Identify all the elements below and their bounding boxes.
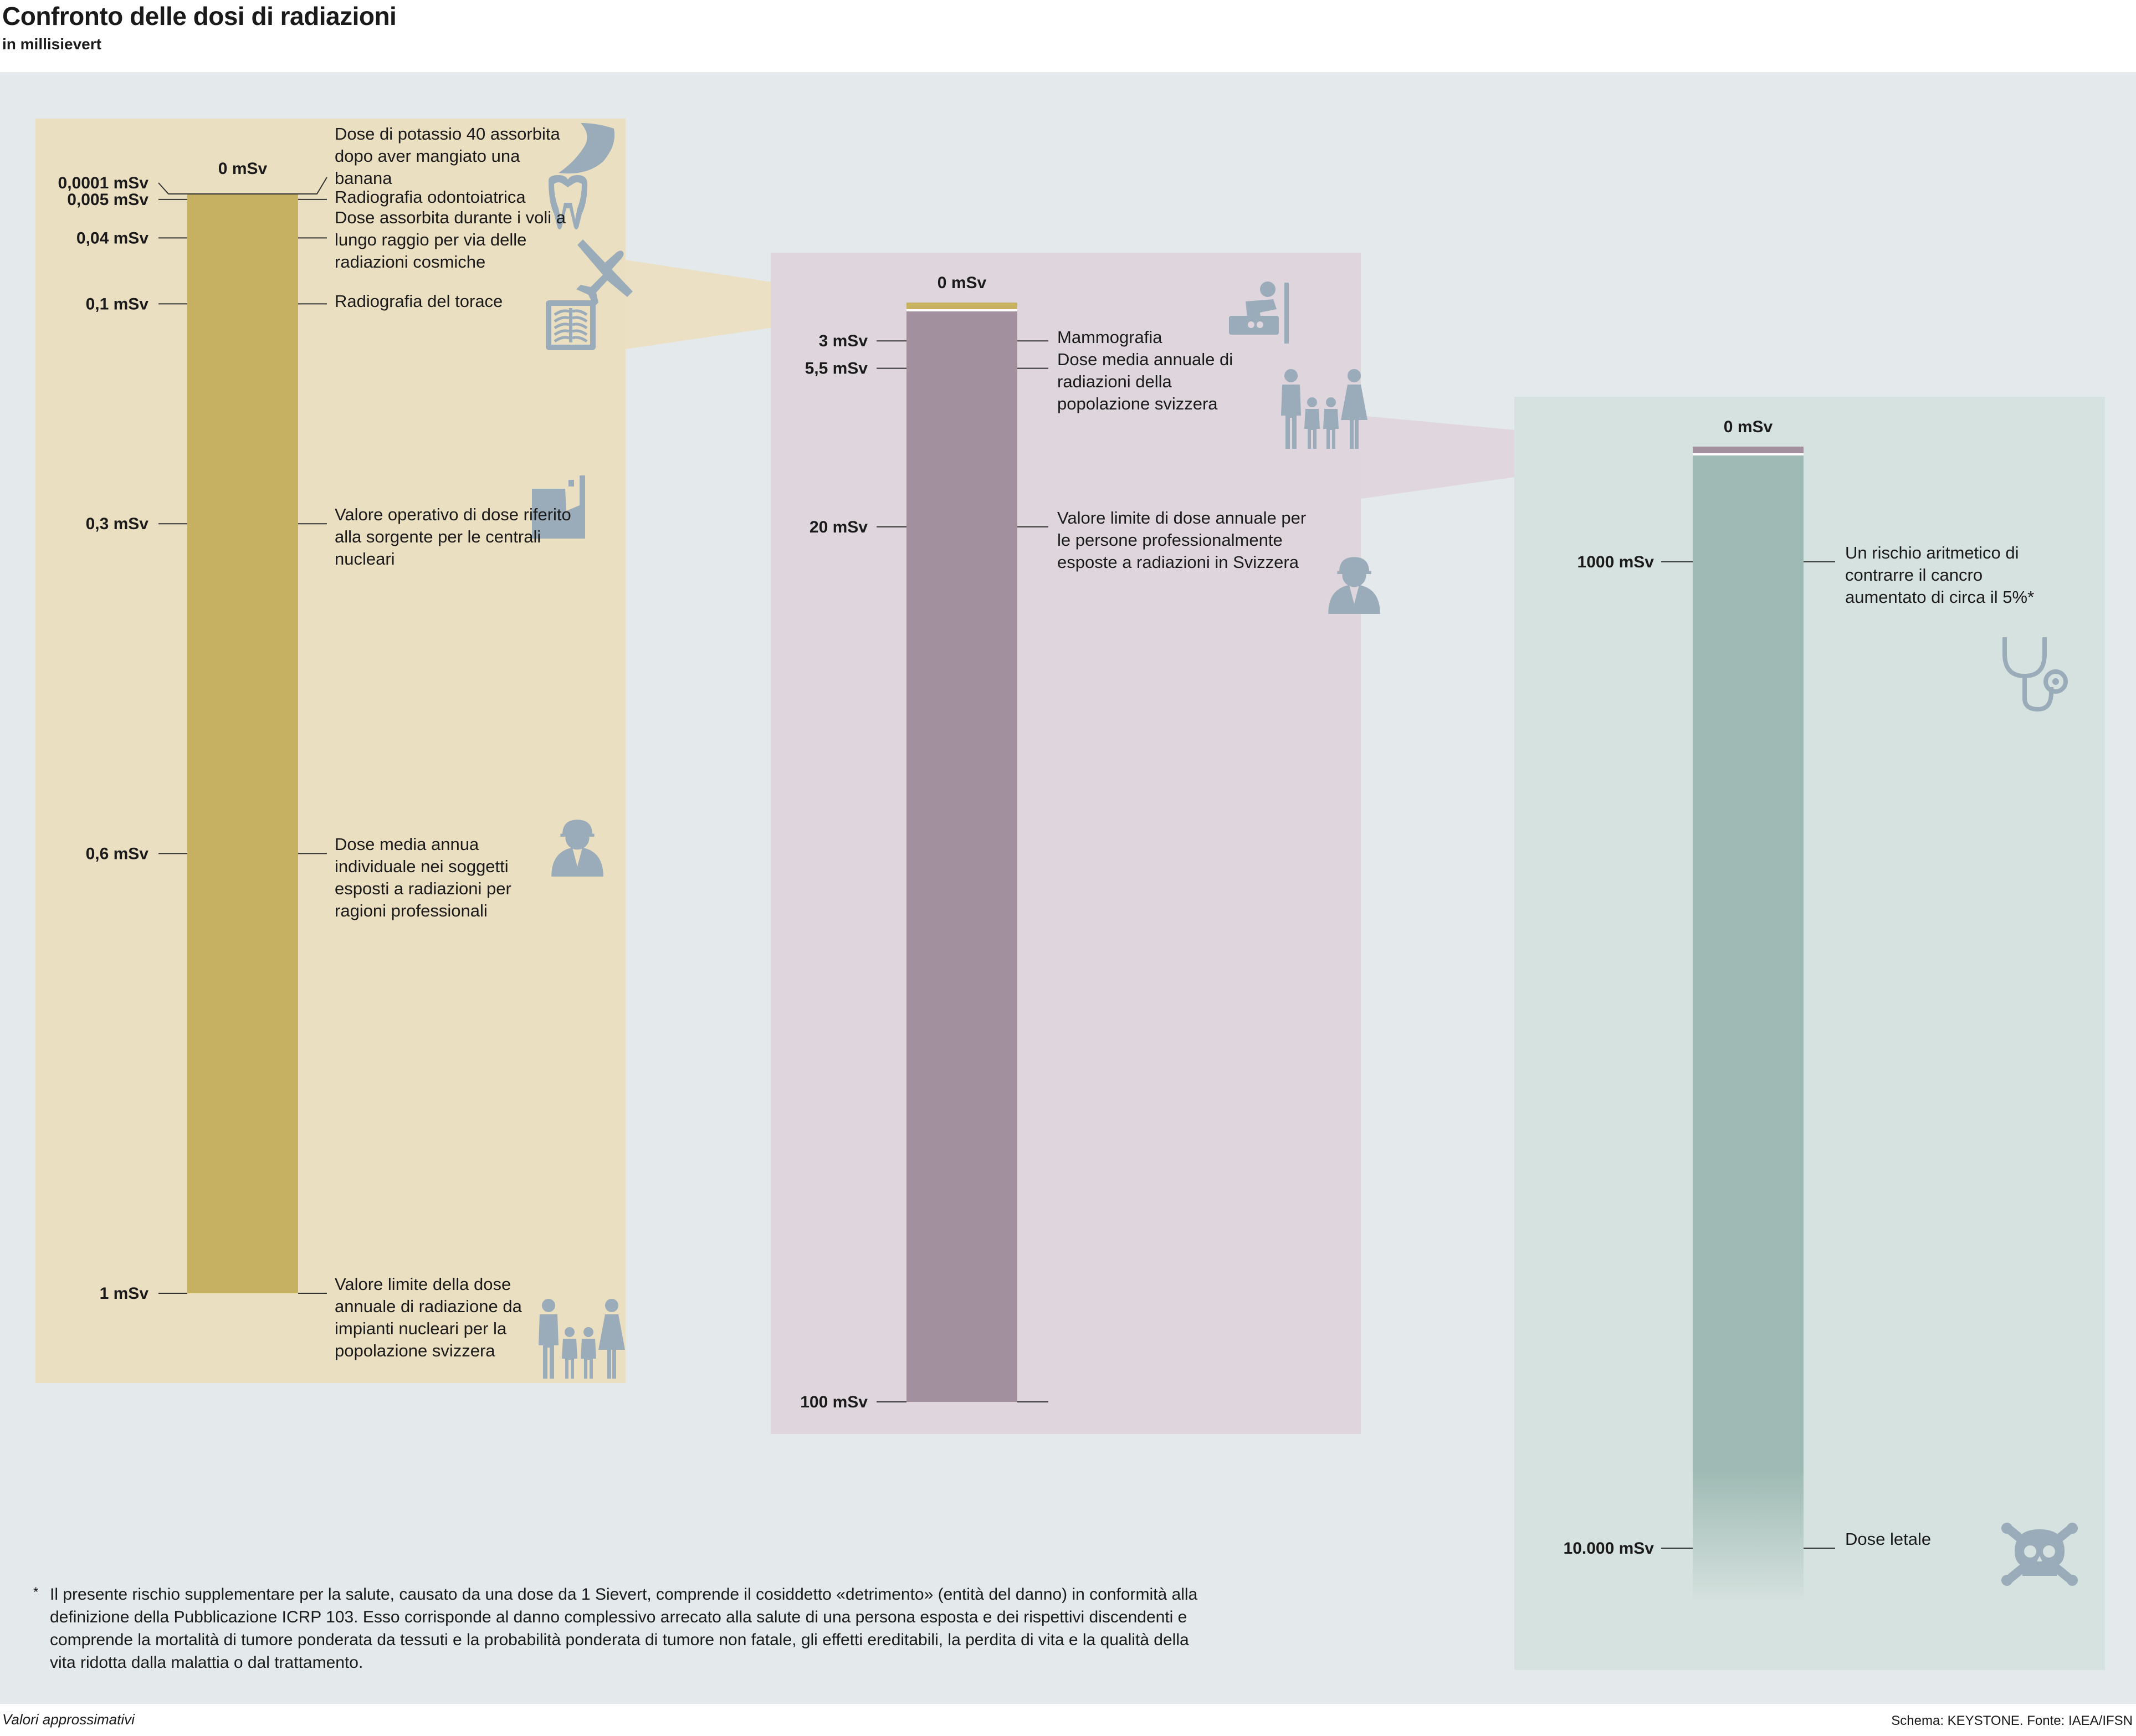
tick-label-1-1: 0,0001 mSv <box>58 174 149 192</box>
annotation-1-6: Dose media annua individuale nei soggett… <box>335 834 511 921</box>
xray-rib-left <box>554 329 570 336</box>
strip-separator-2 <box>906 309 1017 311</box>
patient-head <box>1260 281 1276 297</box>
xray-rib-left <box>554 316 570 323</box>
previous-scale-strip-3 <box>1693 447 1804 453</box>
annotation-1-7: Valore limite della dose annuale di radi… <box>335 1274 522 1360</box>
tooth-icon <box>549 175 587 229</box>
xray-rib-right <box>572 336 588 343</box>
tick-label-2-4: 100 mSv <box>800 1393 868 1411</box>
page-title: Confronto delle dosi di radiazioni <box>2 2 397 30</box>
tick-label-1-3: 0,04 mSv <box>76 229 148 247</box>
annotation-1-4: Radiografia del torace <box>335 291 503 311</box>
tick-label-3-2: 10.000 mSv <box>1564 1539 1654 1558</box>
mammography-icon <box>1229 281 1289 344</box>
bone-end-2 <box>2067 1523 2078 1534</box>
zero-label-1: 0 mSv <box>218 160 268 178</box>
zero-label-2: 0 mSv <box>938 274 987 292</box>
zero-label-3: 0 mSv <box>1724 418 1773 436</box>
tick-label-1-2: 0,005 mSv <box>67 191 148 209</box>
footnote-marker: * <box>33 1585 39 1600</box>
skull-eye-right <box>2043 1545 2055 1558</box>
annotation-1-3: Dose assorbita durante i voli a lungo ra… <box>335 208 566 272</box>
plate-dot-1 <box>1248 321 1254 328</box>
bone-end-3 <box>2001 1575 2012 1586</box>
chart-area: 0 mSv 0,0001 mSv 0,005 mSv 0,04 mSv 0,1 mSv 0… <box>0 72 2136 1704</box>
tick-label-1-5: 0,3 mSv <box>86 515 149 533</box>
skull-eye-left <box>2024 1545 2036 1558</box>
bar-3 <box>1693 452 1804 1471</box>
tick-label-3-1: 1000 mSv <box>1577 553 1654 571</box>
panel-background-3 <box>1514 397 2105 1670</box>
banana-icon <box>559 123 615 174</box>
xray-rib-right <box>572 322 588 330</box>
nuclear-plant-icon <box>532 475 585 539</box>
xray-rib-left <box>554 309 570 316</box>
bar-1 <box>187 194 298 1293</box>
tick-label-2-3: 20 mSv <box>810 518 868 536</box>
tick-label-1-7: 1 mSv <box>100 1284 149 1303</box>
skull-icon <box>2001 1523 2078 1586</box>
annotation-2-3: Valore limite di dose annuale per le per… <box>1057 508 1307 572</box>
stethoscope-icon <box>2002 637 2068 712</box>
xray-rib-left <box>554 322 570 330</box>
annotation-1-2: Radiografia odontoiatrica <box>335 187 526 207</box>
tick-label-1-4: 0,1 mSv <box>86 295 149 313</box>
footnote-text: Il presente rischio supplementare per la… <box>50 1585 1198 1672</box>
machine-post <box>1284 283 1289 344</box>
airplane-shape <box>576 239 633 307</box>
stethoscope-chestpiece <box>2043 669 2068 694</box>
xray-rib-right <box>572 309 588 316</box>
tick-line-1-1 <box>158 177 327 194</box>
tooth-shape <box>549 175 587 229</box>
stethoscope-hose <box>2022 676 2053 712</box>
plant-building <box>532 475 585 539</box>
xray-rib-right <box>572 316 588 323</box>
source-credit: Schema: KEYSTONE. Fonte: IAEA/IFSN <box>1891 1713 2133 1728</box>
plate-dot-2 <box>1257 321 1263 328</box>
chart-panel-3: 0 mSv 1000 mSv 10.000 mSv <box>1514 397 2105 1670</box>
page-subtitle: in millisievert <box>2 35 101 53</box>
annotation-2-1: Mammografia <box>1057 327 1162 347</box>
xray-rib-left <box>554 336 570 343</box>
chestpiece-center <box>2052 678 2059 685</box>
chart-panel-2: 0 mSv 3 mSv 5,5 mSv 20 mSv 100 mSv <box>771 253 1380 1434</box>
annotation-2-2: Dose media annuale di radiazioni della p… <box>1057 349 1233 413</box>
skull-nose <box>2037 1556 2042 1561</box>
tick-label-2-1: 3 mSv <box>819 332 868 350</box>
xray-rib-right <box>572 329 588 336</box>
skull-head <box>2015 1529 2065 1576</box>
bar-fade-3 <box>1693 1471 1804 1604</box>
bone-end-4 <box>2067 1575 2078 1586</box>
bar-2 <box>906 308 1017 1402</box>
approx-values-note: Valori approssimativi <box>2 1711 135 1728</box>
previous-scale-strip-2 <box>906 303 1017 309</box>
plant-chimney <box>568 480 574 487</box>
annotation-1-5: Valore operativo di dose riferito alla s… <box>335 505 571 569</box>
tick-label-2-2: 5,5 mSv <box>805 360 868 378</box>
annotation-3-2: Dose letale <box>1845 1529 1932 1549</box>
bone-end-1 <box>2001 1523 2012 1534</box>
banana-shape <box>559 123 615 174</box>
panel-background-1 <box>35 119 626 1383</box>
airplane-icon <box>576 239 633 307</box>
xray-spine <box>569 308 572 342</box>
strip-separator-3 <box>1693 453 1804 455</box>
tick-label-1-6: 0,6 mSv <box>86 844 149 863</box>
annotation-3-1: Un rischio aritmetico di contrarre il ca… <box>1845 542 2035 607</box>
panel-background-2 <box>771 253 1361 1434</box>
chest-xray-icon <box>546 300 596 350</box>
annotation-1-1: Dose di potassio 40 assorbita dopo aver … <box>335 124 560 188</box>
